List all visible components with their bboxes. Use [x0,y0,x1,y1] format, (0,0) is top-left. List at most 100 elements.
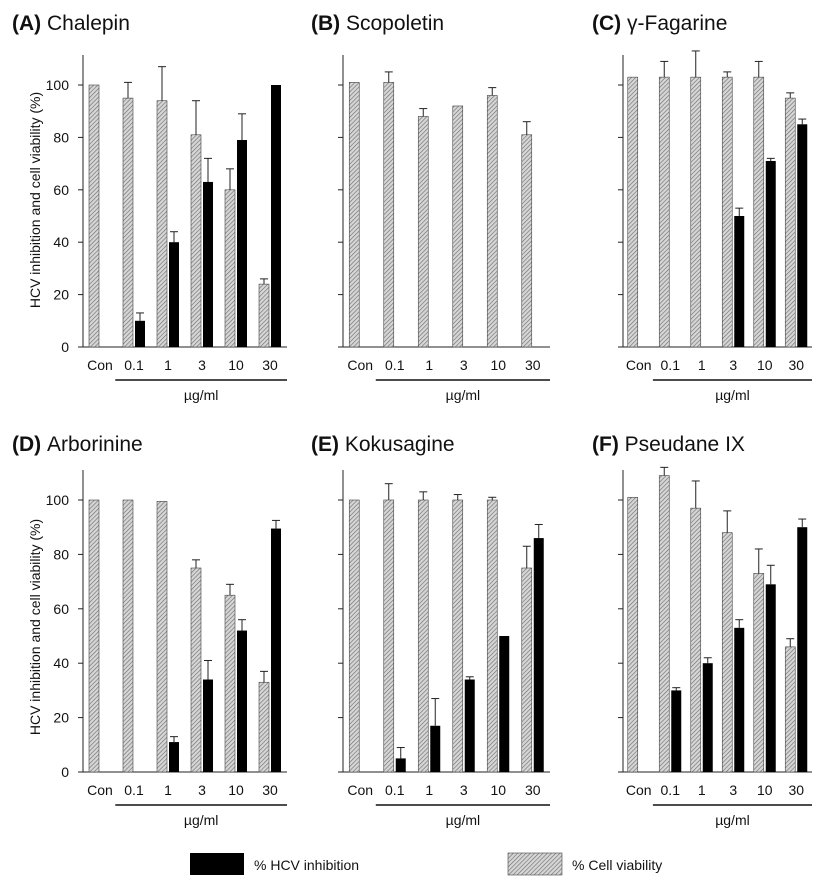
panel-kokusagine: (E) Kokusagine Con 0.1 1 3 10 30 µg/ml [311,433,550,828]
panel-scopoletin: (B) Scopoletin Con 0.1 1 3 10 30 µg/ml [311,12,550,403]
panel-pseudane-ix: (F) Pseudane IX Con 0.1 1 3 10 30 µg/ml [592,433,812,828]
bar-viability [627,496,639,773]
bar-viability [486,95,498,348]
x-tick-label: 10 [228,357,244,373]
panel-name: Arborinine [47,433,143,456]
bar-viability [190,567,202,773]
panel-arborinine: (D) Arborinine 0 20 40 60 80 100 Con 0.1 1 3 10 30 µg… [12,433,287,828]
panel-gamma-fagarine: (C) γ-Fagarine Con 0.1 1 3 10 30 µg/ml [592,12,812,403]
bar-hcv-inhibition [671,690,682,772]
bar-viability [417,116,429,348]
bar-viability [190,134,202,348]
bar-viability [658,76,670,348]
y-tick-label: 60 [53,182,69,198]
y-tick-label: 0 [61,764,69,780]
panel-letter: (B) [311,12,346,35]
panel-title: (E) Kokusagine [311,433,455,456]
x-tick-label: 1 [425,357,433,373]
bar-hcv-inhibition [702,663,713,772]
x-tick-label: 10 [757,782,773,798]
x-axis-unit-label: µg/ml [184,812,219,828]
legend-swatch-hcv [190,853,244,875]
x-tick-label: 3 [729,782,737,798]
y-tick-label: 80 [53,546,69,562]
panel-title: (B) Scopoletin [311,12,444,35]
panel-title: (D) Arborinine [12,433,143,456]
bar-viability [224,189,236,348]
x-tick-label: 30 [788,782,804,798]
bar-viability [348,499,360,773]
bar-viability [224,594,236,773]
bar-hcv-inhibition [135,320,145,347]
panel-letter: (E) [311,433,345,456]
bar-hcv-inhibition [734,216,745,347]
bar-viability [784,646,796,773]
panel-letter: (D) [12,433,47,456]
bar-hcv-inhibition [533,538,544,772]
bar-hcv-inhibition [765,160,776,347]
panel-name: Chalepin [47,12,130,35]
bar-viability [348,82,360,348]
panel-letter: (F) [592,433,625,456]
panel-letter: (A) [12,12,47,35]
x-tick-label: 30 [525,782,541,798]
panel-name: Scopoletin [346,12,444,35]
bar-viability [521,567,533,773]
bar-viability [627,76,639,348]
x-tick-label: 10 [490,782,506,798]
bar-viability [383,82,395,348]
panel-name: Kokusagine [345,433,455,456]
x-tick-label: 0.1 [124,357,144,373]
x-tick-label: Con [626,357,652,373]
bar-viability [258,283,270,348]
x-axis-unit-label: µg/ml [184,387,219,403]
bar-hcv-inhibition [271,528,281,772]
bar-hcv-inhibition [237,140,247,347]
panel-title: (C) γ-Fagarine [592,12,727,35]
bar-viability [784,97,796,348]
x-tick-label: Con [347,782,373,798]
bar-viability [721,532,733,773]
bar-viability [383,499,395,773]
bar-viability [690,76,702,348]
bar-viability [753,76,765,348]
panel-letter: (C) [592,12,627,35]
y-axis-label-top: HCV inhibition and cell viability (%) [27,92,43,308]
bar-hcv-inhibition [203,181,213,347]
bar-hcv-inhibition [430,725,441,772]
x-tick-label: 3 [198,782,206,798]
bar-hcv-inhibition [395,758,406,772]
bar-viability [258,681,270,773]
x-axis-unit-label: µg/ml [715,387,750,403]
bar-viability [753,573,765,773]
bar-viability [521,134,533,348]
legend-label-viability: % Cell viability [572,857,662,873]
bar-viability [417,499,429,773]
bar-viability [690,507,702,773]
bar-viability [122,499,134,773]
y-tick-label: 0 [61,339,69,355]
bar-hcv-inhibition [797,527,808,772]
x-tick-label: 30 [788,357,804,373]
panel-title: (F) Pseudane IX [592,433,745,456]
y-tick-label: 100 [46,492,70,508]
bar-hcv-inhibition [499,636,510,772]
x-tick-label: 0.1 [661,357,681,373]
bar-hcv-inhibition [169,242,179,347]
legend: % HCV inhibition % Cell viability [190,852,662,876]
x-tick-label: 3 [198,357,206,373]
x-tick-label: 0.1 [661,782,681,798]
panel-name: Pseudane IX [625,433,745,456]
bar-viability [721,76,733,348]
y-tick-label: 20 [53,710,69,726]
bar-hcv-inhibition [237,630,247,772]
x-tick-label: 0.1 [385,782,405,798]
bar-hcv-inhibition [271,85,281,347]
x-tick-label: 0.1 [385,357,405,373]
x-tick-label: 10 [490,357,506,373]
x-tick-label: Con [626,782,652,798]
bar-viability [452,499,464,773]
x-tick-label: Con [87,357,113,373]
x-tick-label: 1 [164,782,172,798]
